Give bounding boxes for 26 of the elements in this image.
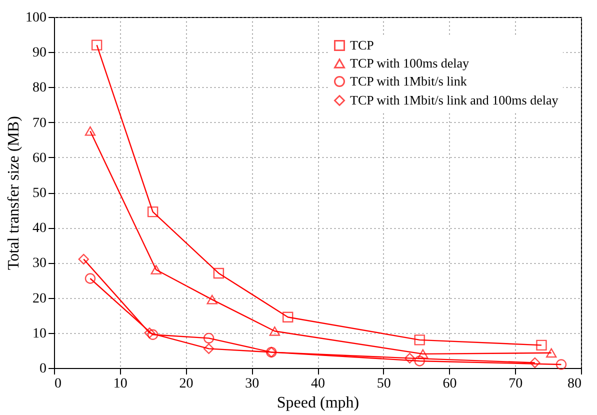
y-axis-title: Total transfer size (MB) — [6, 116, 22, 270]
y-tick-label: 70 — [32, 116, 46, 131]
legend-label: TCP with 1Mbit/s link and 100ms delay — [350, 92, 559, 108]
y-tick-label: 40 — [32, 221, 46, 236]
x-tick-label: 80 — [568, 376, 582, 392]
legend-label: TCP — [350, 38, 374, 52]
y-tick-label: 90 — [32, 46, 46, 61]
y-tick-label: 100 — [26, 10, 46, 26]
legend-label: TCP with 1Mbit/s link — [350, 74, 468, 88]
x-tick-label: 30 — [245, 376, 260, 392]
x-tick-label: 0 — [54, 376, 62, 392]
x-axis-title: Speed (mph) — [276, 394, 360, 412]
x-tick-label: 40 — [311, 376, 325, 392]
y-tick-label: 30 — [32, 256, 46, 272]
y-tick-label: 0 — [40, 362, 46, 376]
y-tick-label: 60 — [32, 150, 46, 166]
y-tick-label: 20 — [32, 291, 46, 306]
y-tick-label: 10 — [32, 326, 46, 342]
x-tick-label: 10 — [113, 376, 128, 392]
x-tick-label: 70 — [508, 376, 523, 392]
x-tick-label: 60 — [442, 376, 457, 392]
y-tick-label: 50 — [32, 186, 46, 201]
y-tick-label: 80 — [32, 80, 46, 96]
legend-label: TCP with 100ms delay — [350, 56, 470, 70]
x-tick-label: 20 — [179, 376, 194, 392]
x-tick-label: 50 — [376, 376, 391, 392]
